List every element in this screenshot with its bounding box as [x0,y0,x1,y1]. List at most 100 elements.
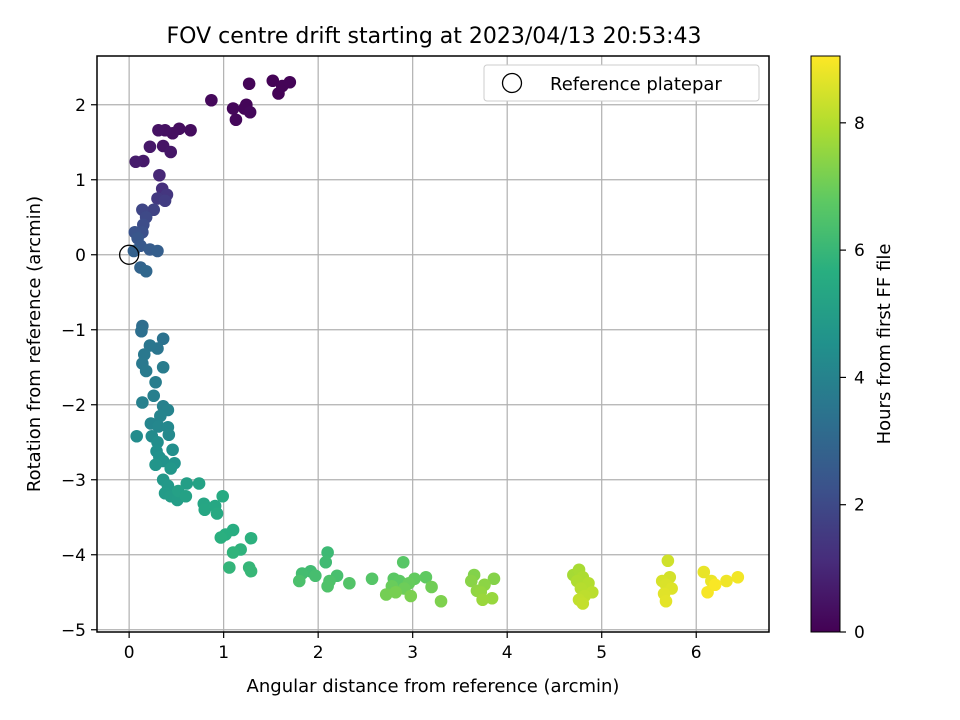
data-point [485,591,499,605]
x-tick-label: 3 [407,643,418,663]
reference-marker [118,244,140,265]
data-point [205,93,218,107]
data-point [731,570,745,584]
data-point [143,140,157,154]
y-axis-ticks: −5 −4 −3 −2 −1 0 1 2 [61,96,97,641]
x-tick-label: 5 [596,643,607,663]
data-point [139,264,153,278]
data-point [425,580,438,594]
data-point [192,477,206,490]
data-point [154,409,167,423]
data-point [343,576,356,590]
x-tick-label: 4 [502,643,513,663]
legend-marker-reference [501,72,523,94]
data-points [118,74,745,610]
data-point [180,477,194,490]
data-point [266,74,280,88]
data-point [149,375,162,389]
data-point [708,578,722,592]
data-point [464,574,478,588]
data-point [365,572,379,586]
data-point [166,443,179,457]
data-point [162,428,176,442]
data-point [151,244,164,258]
colorbar-tick-label: 2 [854,496,865,516]
data-point [179,489,193,503]
data-point [720,574,733,588]
x-tick-label: 1 [218,643,229,663]
data-point [226,102,240,115]
y-tick-label: 2 [75,96,86,116]
legend: Reference platepar [483,64,760,102]
y-tick-label: 1 [75,171,86,191]
data-point [149,458,162,472]
data-point [214,531,228,544]
colorbar-gradient [810,55,841,633]
y-tick-label: −4 [61,546,86,566]
data-point [216,489,230,503]
data-point [321,579,334,593]
y-tick-label: −3 [61,471,86,491]
chart-title: FOV centre drift starting at 2023/04/13 … [167,24,702,49]
data-point [136,396,149,409]
data-point [292,574,306,588]
colorbar: 0 2 4 6 8 Hours from first FF file [810,55,895,643]
y-tick-label: −1 [61,321,86,341]
legend-label-reference: Reference platepar [550,74,722,95]
colorbar-ticks: 0 2 4 6 8 [840,114,865,643]
data-point [156,332,170,346]
colorbar-tick-label: 0 [854,623,865,643]
colorbar-tick-label: 8 [854,114,865,134]
data-point [242,77,256,91]
data-point [198,503,212,517]
legend-box [483,64,760,102]
data-point [152,123,165,137]
data-point [184,123,197,137]
data-point [139,364,153,378]
data-point [156,360,170,374]
data-point [210,507,224,520]
data-point [321,546,334,559]
data-point [389,585,402,599]
data-point [659,594,673,608]
data-point [130,429,143,443]
data-point [147,389,161,403]
x-tick-label: 6 [691,643,702,663]
data-point [434,594,448,608]
data-point [164,145,178,159]
data-point [226,546,240,559]
data-point [164,462,178,475]
data-point [127,244,141,258]
y-tick-label: 0 [75,246,86,266]
plot-frame [96,55,770,633]
x-axis-label: Angular distance from reference (arcmin) [247,676,620,697]
data-point [396,555,410,569]
data-point [143,339,157,352]
data-point [404,589,418,603]
colorbar-tick-label: 4 [854,368,865,388]
data-point [697,565,711,579]
data-point [476,593,489,607]
colorbar-tick-label: 6 [854,241,865,261]
data-point [223,561,236,574]
y-tick-label: −5 [61,621,86,641]
data-point [244,531,258,545]
data-point [661,554,675,568]
data-point [129,155,143,169]
data-point [487,572,501,586]
data-point [283,75,297,89]
y-axis-label: Rotation from reference (arcmin) [24,196,45,492]
data-point [419,570,433,584]
data-point [576,597,590,610]
data-point [152,420,165,433]
x-axis-ticks: 0 1 2 3 4 5 6 [124,632,702,663]
y-tick-label: −2 [61,396,86,416]
data-point [309,569,322,583]
plot-grid [97,56,769,632]
x-tick-label: 2 [313,643,324,663]
data-point [244,564,258,578]
colorbar-label: Hours from first FF file [874,244,895,445]
data-point [319,555,333,569]
x-tick-label: 0 [124,643,135,663]
